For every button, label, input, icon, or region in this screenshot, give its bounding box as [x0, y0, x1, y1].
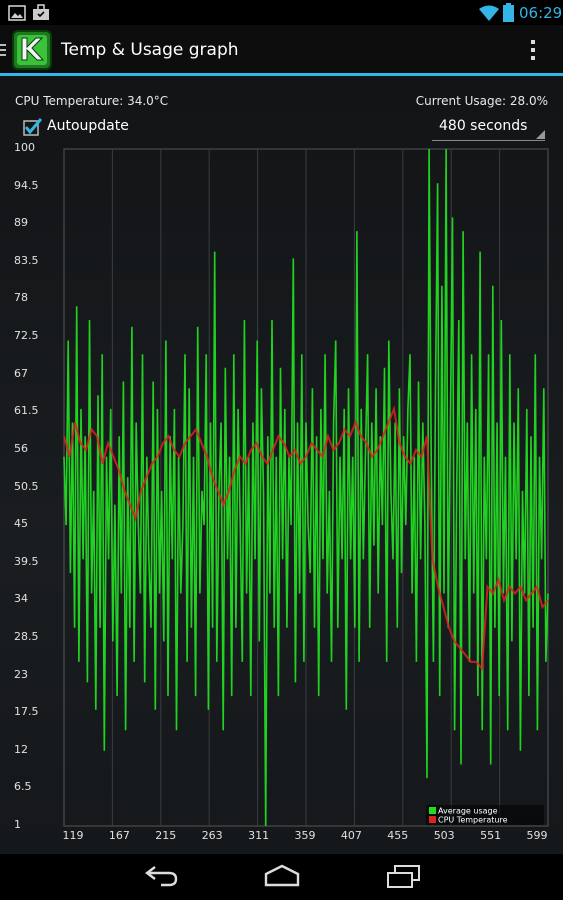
wifi-icon [479, 5, 499, 21]
y-tick-label: 83.5 [14, 253, 39, 267]
y-tick-label: 78 [14, 291, 28, 305]
action-bar: Temp & Usage graph [0, 25, 563, 74]
y-tick-label: 94.5 [14, 178, 39, 192]
x-tick-label: 599 [526, 829, 548, 842]
legend-label: CPU Temperature [438, 816, 508, 825]
interval-spinner[interactable]: 480 seconds [430, 116, 547, 142]
y-tick-label: 56 [14, 441, 28, 455]
briefcase-icon [33, 4, 49, 20]
chart-series [63, 148, 549, 827]
recents-icon[interactable] [385, 864, 421, 890]
y-tick-label: 12 [14, 742, 28, 756]
y-tick-label: 67 [14, 366, 28, 380]
average-usage-line [63, 148, 549, 827]
x-tick-label: 455 [387, 829, 409, 842]
legend-swatch [429, 816, 436, 823]
y-tick-label: 23 [14, 667, 28, 681]
page-title: Temp & Usage graph [61, 40, 239, 60]
y-tick-label: 89 [14, 216, 28, 230]
x-tick-label: 503 [433, 829, 455, 842]
up-navigation-icon[interactable] [0, 44, 8, 56]
app-logo-icon[interactable] [12, 30, 52, 70]
back-icon[interactable] [143, 865, 179, 887]
y-tick-label: 1 [14, 818, 21, 831]
status-bar: 06:29 [0, 0, 563, 25]
x-tick-label: 119 [62, 829, 84, 842]
navigation-bar [0, 854, 563, 900]
x-tick-label: 359 [294, 829, 316, 842]
y-tick-label: 61.5 [14, 404, 39, 418]
autoupdate-label: Autoupdate [47, 118, 129, 134]
y-tick-label: 100 [14, 141, 35, 154]
cpu-temperature-readout: CPU Temperature: 34.0°C [15, 94, 169, 108]
legend-background [426, 805, 544, 825]
overflow-menu-icon[interactable] [524, 39, 542, 61]
autoupdate-checkbox[interactable]: Autoupdate [22, 116, 172, 138]
gallery-icon [8, 5, 26, 21]
action-bar-divider [0, 73, 563, 76]
cpu-temperature-line [63, 405, 549, 672]
x-tick-label: 263 [201, 829, 223, 842]
x-tick-label: 167 [108, 829, 130, 842]
y-tick-label: 6.5 [14, 780, 32, 794]
status-time: 06:29 [519, 4, 563, 22]
spinner-underline [432, 140, 545, 141]
home-icon[interactable] [263, 864, 301, 888]
current-usage-readout: Current Usage: 28.0% [415, 94, 548, 108]
y-tick-label: 50.5 [14, 479, 39, 493]
legend-swatch [429, 807, 436, 814]
x-tick-label: 407 [340, 829, 362, 842]
interval-selected-value: 480 seconds [439, 118, 528, 134]
y-tick-label: 39.5 [14, 554, 39, 568]
y-tick-label: 72.5 [14, 329, 39, 343]
y-tick-label: 28.5 [14, 629, 39, 643]
y-tick-label: 34 [14, 592, 28, 606]
x-tick-label: 551 [480, 829, 502, 842]
battery-icon [503, 3, 514, 22]
x-tick-label: 215 [155, 829, 177, 842]
dropdown-triangle-icon [536, 130, 545, 139]
y-tick-label: 45 [14, 517, 28, 531]
checkbox-checked-icon [23, 118, 42, 136]
x-tick-label: 311 [248, 829, 270, 842]
legend-label: Average usage [438, 807, 498, 816]
y-tick-label: 17.5 [14, 705, 39, 719]
